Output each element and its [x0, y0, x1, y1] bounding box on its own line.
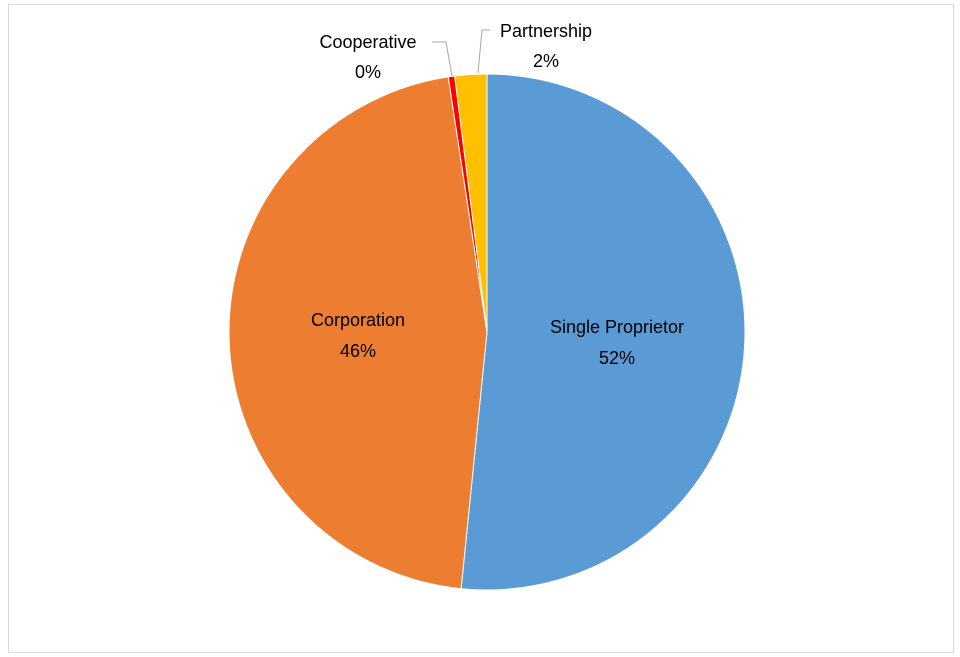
pie-slice-partnership	[454, 73, 488, 333]
pie-slice-corporation	[228, 76, 488, 590]
label-name-single-proprietor: Single Proprietor	[550, 317, 684, 337]
pie-slice-single-proprietor	[460, 73, 746, 591]
label-value-partnership: 2%	[533, 51, 559, 71]
pie-slices	[228, 73, 746, 591]
label-name-partnership: Partnership	[500, 21, 592, 41]
label-name-cooperative: Cooperative	[319, 32, 416, 52]
label-value-cooperative: 0%	[355, 62, 381, 82]
leader-line-partnership	[477, 29, 490, 74]
label-name-corporation: Corporation	[311, 310, 405, 330]
leader-line-cooperative	[432, 41, 453, 77]
label-value-single-proprietor: 52%	[599, 348, 635, 368]
label-value-corporation: 46%	[340, 341, 376, 361]
